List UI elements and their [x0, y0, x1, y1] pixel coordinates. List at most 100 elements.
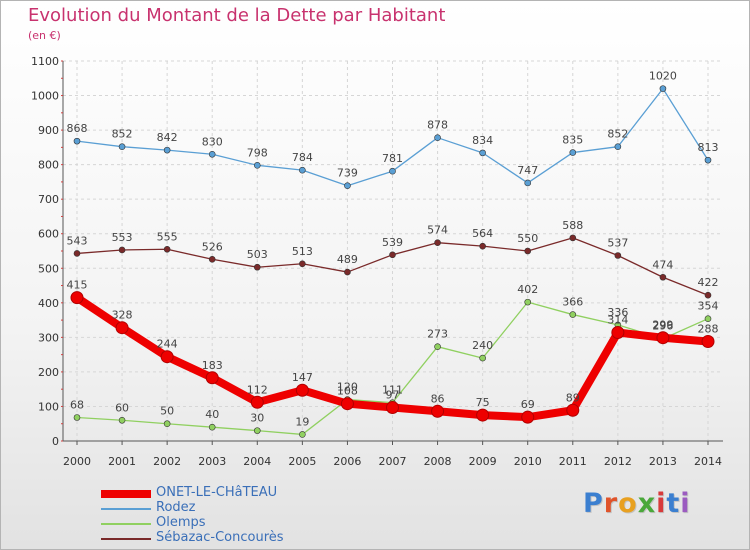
data-label: 842	[157, 131, 178, 144]
x-tick-label: 2012	[604, 455, 632, 468]
data-point	[659, 85, 667, 92]
data-point	[431, 404, 445, 418]
y-tick-label: 600	[38, 228, 59, 241]
data-label: 60	[115, 401, 129, 414]
data-label: 830	[202, 135, 223, 148]
legend-label: Olemps	[156, 515, 206, 530]
data-label: 296	[652, 320, 673, 333]
data-point	[70, 291, 84, 305]
y-tick-label: 1100	[31, 55, 59, 68]
legend-swatch	[101, 507, 151, 510]
data-point	[434, 343, 441, 350]
series-0	[70, 291, 715, 424]
data-label: 288	[698, 323, 719, 336]
data-point	[118, 143, 126, 150]
data-point	[569, 149, 577, 156]
logo-letter: r	[603, 488, 619, 519]
x-tick-label: 2002	[153, 455, 181, 468]
data-point	[656, 331, 670, 345]
y-tick-label: 400	[38, 297, 59, 310]
y-tick-label: 900	[38, 124, 59, 137]
x-tick-label: 2000	[63, 455, 91, 468]
legend-swatch	[101, 522, 151, 525]
data-point	[524, 298, 532, 306]
data-label: 555	[157, 230, 178, 243]
data-label: 120	[337, 381, 358, 394]
data-label: 784	[292, 151, 313, 164]
data-label: 878	[427, 119, 448, 132]
data-label: 366	[562, 296, 583, 309]
data-point	[524, 247, 532, 255]
y-tick-label: 500	[38, 262, 59, 275]
proxiti-logo: Proxiti	[583, 488, 691, 519]
data-point	[479, 354, 486, 362]
data-point	[73, 137, 81, 145]
logo-letter: t	[666, 488, 681, 519]
legend-item: Rodez	[101, 500, 361, 516]
data-label: 108	[337, 385, 358, 398]
legend-label: ONET-LE-CHâTEAU	[156, 485, 278, 500]
data-label: 75	[476, 396, 490, 409]
data-point	[614, 252, 622, 259]
data-point	[118, 246, 126, 254]
y-tick-label: 100	[38, 400, 59, 413]
data-label: 1020	[649, 70, 677, 83]
data-label: 97	[386, 388, 400, 401]
data-point	[73, 414, 81, 421]
data-label: 336	[607, 306, 628, 319]
axes: 0 100 200 300 400 500 600 700 800 900 1000 1100 2000…	[31, 55, 723, 468]
data-label: 89	[566, 391, 580, 404]
data-point	[704, 315, 712, 323]
data-label: 539	[382, 236, 403, 249]
x-tick-label: 2007	[379, 455, 407, 468]
data-point	[299, 166, 306, 174]
data-label: 314	[607, 314, 628, 327]
y-tick-label: 1000	[31, 90, 59, 103]
data-point	[208, 423, 216, 431]
data-label: 852	[607, 128, 628, 141]
data-point	[73, 250, 81, 257]
data-point	[115, 321, 129, 335]
y-tick-label: 800	[38, 159, 59, 172]
data-label: 69	[521, 398, 535, 411]
data-label: 244	[157, 338, 178, 351]
data-label: 543	[67, 234, 88, 247]
data-point	[701, 335, 715, 349]
data-point	[344, 182, 351, 190]
data-label: 273	[427, 328, 448, 341]
data-label: 503	[247, 248, 268, 261]
data-label: 40	[205, 408, 219, 421]
logo-letter: P	[583, 488, 604, 519]
data-label: 30	[250, 412, 264, 425]
data-point	[569, 234, 577, 242]
data-point	[479, 242, 486, 250]
data-label: 402	[517, 283, 538, 296]
data-label: 111	[382, 384, 403, 397]
data-point	[476, 408, 490, 422]
logo-letter: x	[637, 488, 657, 519]
data-label: 747	[517, 164, 538, 177]
data-point	[205, 371, 219, 385]
data-point	[389, 251, 396, 259]
legend: ONET-LE-CHâTEAU Rodez Olemps Sébazac-Concou…	[101, 485, 361, 546]
data-label: 240	[472, 339, 493, 352]
data-point	[611, 326, 625, 340]
x-tick-label: 2003	[198, 455, 226, 468]
data-label: 422	[698, 276, 719, 289]
y-tick-label: 0	[52, 435, 59, 448]
data-label: 813	[698, 141, 719, 154]
x-tick-label: 2013	[649, 455, 677, 468]
x-tick-label: 2008	[424, 455, 452, 468]
x-tick-label: 2001	[108, 455, 136, 468]
legend-item: ONET-LE-CHâTEAU	[101, 485, 361, 501]
x-tick-label: 2006	[333, 455, 361, 468]
data-label: 550	[517, 232, 538, 245]
data-label: 553	[112, 231, 133, 244]
legend-label: Rodez	[156, 500, 196, 515]
data-point	[163, 420, 171, 428]
data-point	[704, 156, 712, 164]
data-label: 574	[427, 224, 448, 237]
data-point	[704, 291, 712, 299]
x-tick-label: 2010	[514, 455, 542, 468]
